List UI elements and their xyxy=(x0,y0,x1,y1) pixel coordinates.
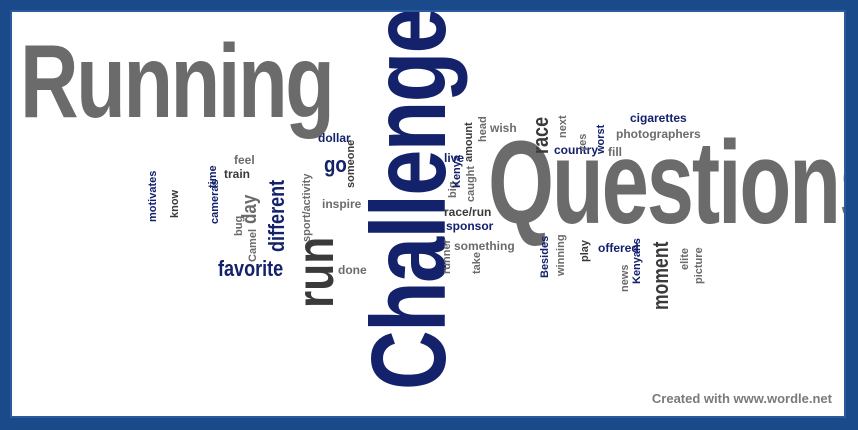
word-cameras: cameras xyxy=(209,179,221,224)
word-head: head xyxy=(477,116,489,142)
word-motivates: motivates xyxy=(147,170,159,222)
word-winning: winning xyxy=(555,234,567,276)
word-photographers: photographers xyxy=(616,127,701,141)
word-kenyans: Kenyans xyxy=(631,238,643,284)
word-live: live xyxy=(444,151,465,165)
word-go: go xyxy=(324,152,347,177)
word-besides: Besides xyxy=(539,235,551,278)
word-know: know xyxy=(169,189,181,218)
word-news: news xyxy=(619,264,631,292)
word-bug: bug xyxy=(233,215,245,236)
word-someone: someone xyxy=(345,139,357,188)
word-race-run: race/run xyxy=(444,205,492,219)
word-wish: wish xyxy=(490,121,517,135)
word-dollar: dollar xyxy=(318,131,351,145)
word-train: train xyxy=(224,167,251,181)
word-running: Running xyxy=(20,24,335,140)
word-cloud-canvas: Running Challenge Questions run favorite… xyxy=(10,10,846,418)
word-different: different xyxy=(264,179,289,252)
word-challenge: Challenge xyxy=(350,10,468,390)
word-picture: picture xyxy=(693,247,705,284)
word-next: next xyxy=(557,115,569,138)
word-moment: moment xyxy=(648,241,673,310)
word-take: take xyxy=(471,251,483,274)
word-feel: feel xyxy=(234,153,255,167)
word-inspire: inspire xyxy=(322,197,362,211)
word-run: run xyxy=(287,236,345,308)
word-kenya: Kenya xyxy=(451,154,463,188)
word-cigarettes: cigarettes xyxy=(630,111,687,125)
word-caught: caught xyxy=(465,165,477,202)
word-sport-activity: sport/activity xyxy=(301,173,313,242)
word-race: race xyxy=(528,116,553,154)
word-favorite: favorite xyxy=(218,256,284,281)
word-questions: Questions xyxy=(488,117,846,249)
word-done: done xyxy=(338,263,367,277)
word-fill: fill xyxy=(608,145,622,159)
word-country: country xyxy=(554,143,599,157)
word-sponsor: sponsor xyxy=(446,219,494,233)
word-camel: Camel xyxy=(247,228,259,262)
word-offered: offered xyxy=(598,241,639,255)
word-play: play xyxy=(579,239,591,262)
wordle-credit-link[interactable]: Created with www.wordle.net xyxy=(651,391,832,406)
word-runner: runner xyxy=(441,239,453,274)
word-something: something xyxy=(454,239,515,253)
word-elite: elite xyxy=(679,247,691,270)
word-yes: yes xyxy=(577,133,589,152)
word-worst: worst xyxy=(595,124,607,154)
word-amount: amount xyxy=(463,122,475,162)
